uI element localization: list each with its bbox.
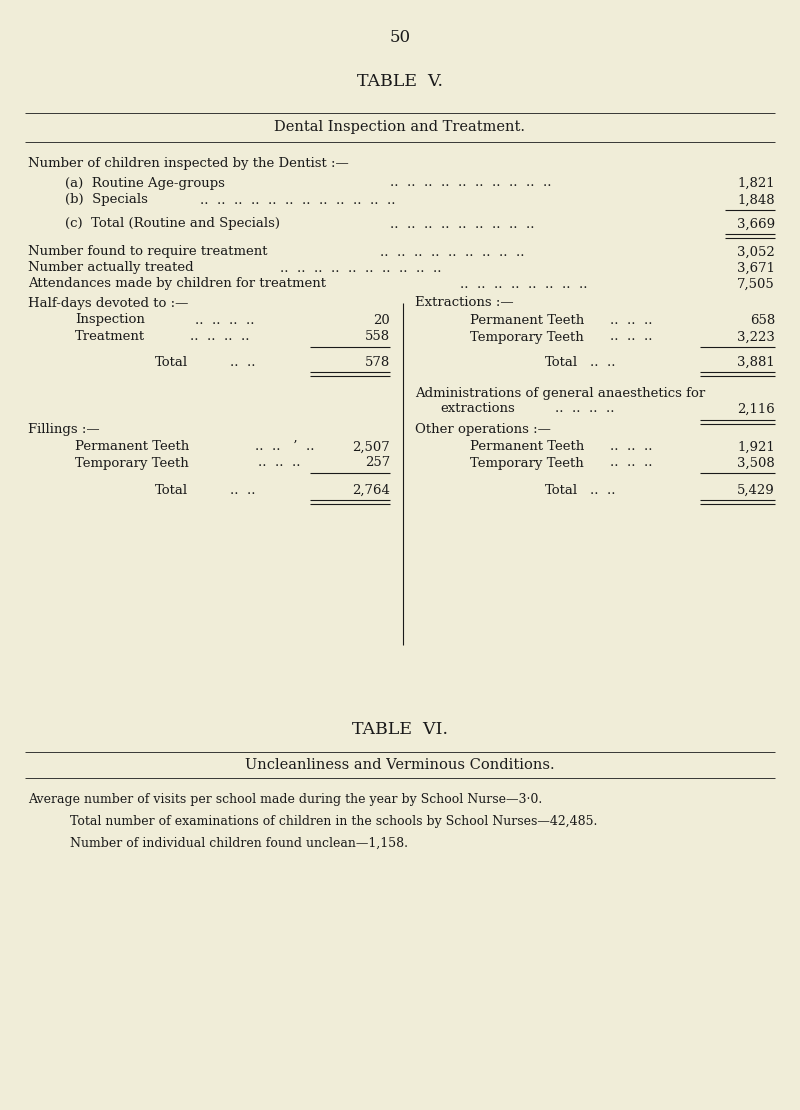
Text: Administrations of general anaesthetics for: Administrations of general anaesthetics … bbox=[415, 386, 706, 400]
Text: ..  ..   ’  ..: .. .. ’ .. bbox=[255, 441, 314, 454]
Text: Treatment: Treatment bbox=[75, 331, 145, 343]
Text: 3,669: 3,669 bbox=[737, 218, 775, 231]
Text: ..  ..  ..  ..: .. .. .. .. bbox=[555, 403, 614, 415]
Text: 257: 257 bbox=[365, 456, 390, 470]
Text: extractions: extractions bbox=[440, 403, 514, 415]
Text: Other operations :—: Other operations :— bbox=[415, 424, 551, 436]
Text: Extractions :—: Extractions :— bbox=[415, 296, 514, 310]
Text: ..  ..  ..  ..  ..  ..  ..  ..  ..  ..: .. .. .. .. .. .. .. .. .. .. bbox=[390, 176, 551, 190]
Text: Attendances made by children for treatment: Attendances made by children for treatme… bbox=[28, 278, 326, 291]
Text: ..  ..: .. .. bbox=[590, 355, 615, 369]
Text: 558: 558 bbox=[365, 331, 390, 343]
Text: Total: Total bbox=[545, 355, 578, 369]
Text: TABLE  V.: TABLE V. bbox=[357, 73, 443, 91]
Text: Dental Inspection and Treatment.: Dental Inspection and Treatment. bbox=[274, 120, 526, 134]
Text: ..  ..  ..  ..  ..  ..  ..  ..: .. .. .. .. .. .. .. .. bbox=[460, 278, 587, 291]
Text: (b)  Specials: (b) Specials bbox=[65, 193, 148, 206]
Text: Total: Total bbox=[155, 355, 188, 369]
Text: 7,505: 7,505 bbox=[738, 278, 775, 291]
Text: 20: 20 bbox=[374, 313, 390, 326]
Text: Total: Total bbox=[545, 484, 578, 496]
Text: Permanent Teeth: Permanent Teeth bbox=[470, 441, 584, 454]
Text: Number of children inspected by the Dentist :—: Number of children inspected by the Dent… bbox=[28, 157, 349, 170]
Text: 2,507: 2,507 bbox=[352, 441, 390, 454]
Text: Uncleanliness and Verminous Conditions.: Uncleanliness and Verminous Conditions. bbox=[245, 758, 555, 771]
Text: ..  ..  ..  ..  ..  ..  ..  ..  ..: .. .. .. .. .. .. .. .. .. bbox=[380, 245, 525, 259]
Text: ..  ..  ..: .. .. .. bbox=[610, 456, 653, 470]
Text: Average number of visits per school made during the year by School Nurse—3·0.: Average number of visits per school made… bbox=[28, 794, 542, 807]
Text: 3,508: 3,508 bbox=[738, 456, 775, 470]
Text: 3,881: 3,881 bbox=[738, 355, 775, 369]
Text: 3,052: 3,052 bbox=[738, 245, 775, 259]
Text: ..  ..  ..: .. .. .. bbox=[258, 456, 301, 470]
Text: ..  ..  ..  ..  ..  ..  ..  ..  ..: .. .. .. .. .. .. .. .. .. bbox=[390, 218, 534, 231]
Text: Half-days devoted to :—: Half-days devoted to :— bbox=[28, 296, 188, 310]
Text: ..  ..  ..  ..: .. .. .. .. bbox=[195, 313, 254, 326]
Text: 3,671: 3,671 bbox=[737, 262, 775, 274]
Text: Number actually treated: Number actually treated bbox=[28, 262, 194, 274]
Text: 5,429: 5,429 bbox=[738, 484, 775, 496]
Text: 2,116: 2,116 bbox=[738, 403, 775, 415]
Text: Total: Total bbox=[155, 484, 188, 496]
Text: Fillings :—: Fillings :— bbox=[28, 424, 100, 436]
Text: Permanent Teeth: Permanent Teeth bbox=[470, 313, 584, 326]
Text: Inspection: Inspection bbox=[75, 313, 145, 326]
Text: ..  ..  ..  ..: .. .. .. .. bbox=[190, 331, 250, 343]
Text: 1,848: 1,848 bbox=[738, 193, 775, 206]
Text: 1,921: 1,921 bbox=[738, 441, 775, 454]
Text: 3,223: 3,223 bbox=[737, 331, 775, 343]
Text: Total number of examinations of children in the schools by School Nurses—42,485.: Total number of examinations of children… bbox=[70, 816, 598, 828]
Text: ..  ..: .. .. bbox=[230, 355, 255, 369]
Text: Permanent Teeth: Permanent Teeth bbox=[75, 441, 190, 454]
Text: ..  ..  ..: .. .. .. bbox=[610, 313, 653, 326]
Text: 1,821: 1,821 bbox=[738, 176, 775, 190]
Text: 578: 578 bbox=[365, 355, 390, 369]
Text: (a)  Routine Age-groups: (a) Routine Age-groups bbox=[65, 176, 225, 190]
Text: 658: 658 bbox=[750, 313, 775, 326]
Text: ..  ..: .. .. bbox=[230, 484, 255, 496]
Text: Number found to require treatment: Number found to require treatment bbox=[28, 245, 267, 259]
Text: 50: 50 bbox=[390, 30, 410, 47]
Text: ..  ..  ..: .. .. .. bbox=[610, 331, 653, 343]
Text: ..  ..: .. .. bbox=[590, 484, 615, 496]
Text: Number of individual children found unclean—1,158.: Number of individual children found uncl… bbox=[70, 837, 408, 849]
Text: Temporary Teeth: Temporary Teeth bbox=[75, 456, 189, 470]
Text: 2,764: 2,764 bbox=[352, 484, 390, 496]
Text: Temporary Teeth: Temporary Teeth bbox=[470, 456, 584, 470]
Text: (c)  Total (Routine and Specials): (c) Total (Routine and Specials) bbox=[65, 218, 280, 231]
Text: ..  ..  ..  ..  ..  ..  ..  ..  ..  ..: .. .. .. .. .. .. .. .. .. .. bbox=[280, 262, 442, 274]
Text: TABLE  VI.: TABLE VI. bbox=[352, 722, 448, 738]
Text: ..  ..  ..: .. .. .. bbox=[610, 441, 653, 454]
Text: ..  ..  ..  ..  ..  ..  ..  ..  ..  ..  ..  ..: .. .. .. .. .. .. .. .. .. .. .. .. bbox=[200, 193, 395, 206]
Text: Temporary Teeth: Temporary Teeth bbox=[470, 331, 584, 343]
